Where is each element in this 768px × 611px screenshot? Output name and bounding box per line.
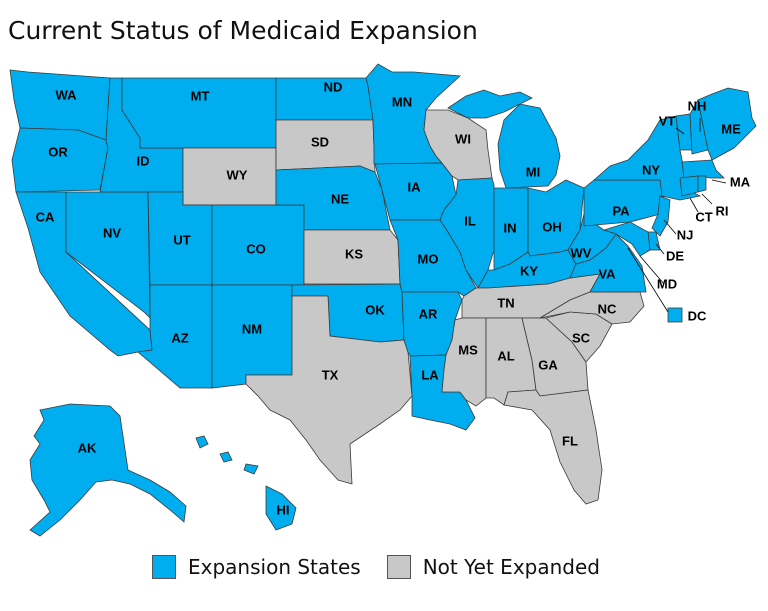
- label-ky: KY: [520, 263, 538, 278]
- label-mi: MI: [526, 164, 540, 179]
- label-sc: SC: [572, 330, 591, 345]
- label-pa: PA: [612, 203, 630, 218]
- label-ri: RI: [716, 203, 729, 218]
- leader-md: [639, 255, 665, 285]
- label-ny: NY: [642, 162, 660, 177]
- label-ar: AR: [419, 306, 438, 321]
- leader-de: [655, 243, 665, 255]
- state-nm: [211, 284, 293, 389]
- label-ma: MA: [730, 174, 751, 189]
- label-wv: WV: [571, 245, 592, 260]
- state-dc-box: [667, 307, 683, 323]
- label-nj: NJ: [677, 227, 694, 242]
- label-mo: MO: [418, 251, 439, 266]
- label-ms: MS: [458, 342, 478, 357]
- label-nv: NV: [103, 225, 121, 240]
- label-nc: NC: [598, 301, 617, 316]
- label-ak: AK: [78, 440, 97, 455]
- label-la: LA: [421, 367, 439, 382]
- label-id: ID: [137, 153, 150, 168]
- state-mi-upper: [447, 89, 533, 119]
- label-in: IN: [504, 220, 517, 235]
- label-va: VA: [598, 266, 616, 281]
- label-co: CO: [246, 241, 266, 256]
- state-ri: [697, 175, 707, 193]
- label-dc: DC: [688, 308, 707, 323]
- label-ks: KS: [345, 246, 363, 261]
- state-mi: [497, 103, 561, 189]
- label-nm: NM: [242, 321, 262, 336]
- leader-ma: [711, 179, 727, 184]
- legend-item-not-expanded: Not Yet Expanded: [386, 555, 600, 579]
- state-hi-island-4: [265, 485, 297, 531]
- label-ne: NE: [331, 191, 349, 206]
- label-de: DE: [666, 248, 684, 263]
- label-al: AL: [497, 348, 514, 363]
- label-il: IL: [464, 213, 476, 228]
- label-oh: OH: [542, 219, 562, 234]
- label-sd: SD: [311, 134, 329, 149]
- state-tx: [245, 295, 413, 485]
- label-nd: ND: [324, 79, 343, 94]
- leader-ct: [689, 197, 699, 213]
- label-tn: TN: [497, 295, 514, 310]
- leader-ri: [701, 193, 713, 205]
- state-ct: [679, 175, 699, 197]
- leader-vt: [675, 127, 685, 135]
- legend-item-expanded: Expansion States: [152, 555, 361, 579]
- label-ct: CT: [695, 209, 712, 224]
- state-md: [602, 221, 651, 257]
- state-ak: [29, 403, 187, 537]
- label-or: OR: [48, 144, 68, 159]
- state-il: [439, 177, 495, 289]
- leader-dc: [627, 247, 669, 313]
- legend: Expansion States Not Yet Expanded: [152, 555, 626, 579]
- label-vt: VT: [659, 113, 676, 128]
- label-ca: CA: [36, 209, 55, 224]
- label-wa: WA: [56, 87, 78, 102]
- label-hi: HI: [277, 502, 290, 517]
- state-hi-island-2: [219, 451, 233, 463]
- label-az: AZ: [171, 330, 188, 345]
- leader-nj: [663, 219, 677, 235]
- state-or: [11, 127, 109, 193]
- label-ia: IA: [408, 179, 422, 194]
- legend-swatch-not-expanded: [386, 555, 411, 579]
- state-wi: [423, 109, 493, 181]
- state-ma: [681, 159, 725, 179]
- label-ga: GA: [538, 357, 558, 372]
- legend-label-expanded: Expansion States: [188, 555, 361, 579]
- label-wy: WY: [227, 167, 248, 182]
- state-me: [697, 87, 757, 161]
- label-md: MD: [657, 276, 677, 291]
- label-tx: TX: [322, 367, 339, 382]
- map-title: Current Status of Medicaid Expansion: [8, 16, 478, 45]
- label-ok: OK: [365, 302, 385, 317]
- state-hi-island-1: [195, 435, 209, 449]
- legend-swatch-expanded: [152, 555, 176, 579]
- label-ut: UT: [173, 232, 190, 247]
- legend-label-not-expanded: Not Yet Expanded: [422, 555, 600, 579]
- label-mt: MT: [191, 88, 210, 103]
- label-nh: NH: [688, 98, 707, 113]
- state-hi-island-3: [243, 463, 259, 475]
- label-me: ME: [721, 121, 741, 136]
- label-fl: FL: [562, 433, 578, 448]
- label-wi: WI: [455, 131, 471, 146]
- state-fl: [503, 389, 603, 505]
- state-nj: [651, 195, 671, 237]
- label-mn: MN: [392, 94, 412, 109]
